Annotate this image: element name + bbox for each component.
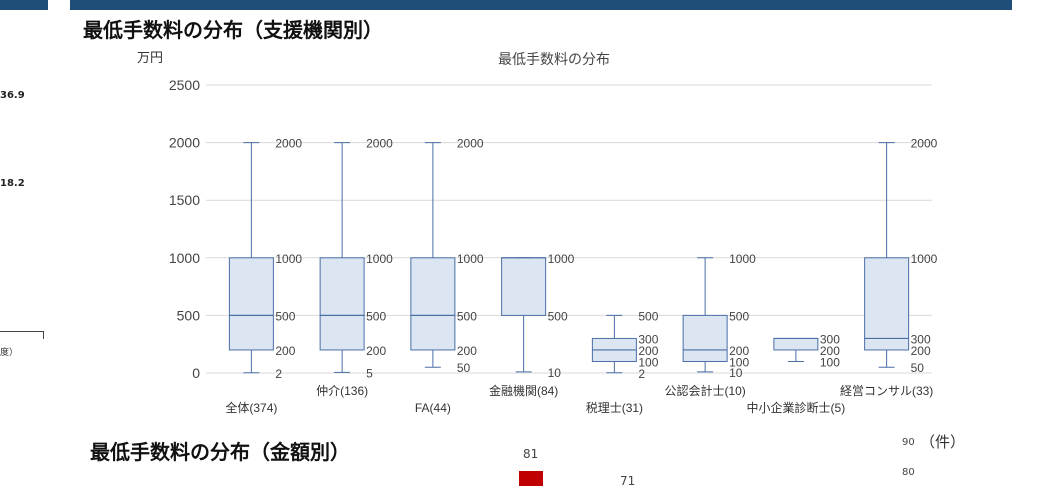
value-label-4-2: 200 [638,344,658,358]
value-label-7-0: 2000 [911,137,938,151]
value-label-1-4: 5 [366,366,373,380]
value-label-7-4: 50 [911,361,925,375]
value-label-6-1: 200 [820,344,840,358]
y-tick-label-2500: 2500 [169,77,200,93]
x-category-label-6: 中小企業診断士(5) [747,400,846,415]
value-label-4-3: 100 [638,355,658,369]
value-label-7-3: 200 [911,344,931,358]
value-label-2-4: 50 [457,361,471,375]
value-label-2-0: 2000 [457,137,484,151]
section-title-by-agency: 最低手数料の分布（支援機関別） [83,18,383,42]
value-label-1-0: 2000 [366,137,393,151]
value-label-3-1: 500 [548,309,568,323]
left-caption: 度） [0,348,19,358]
value-label-4-0: 500 [638,309,658,323]
bar-label-71: 71 [620,474,636,488]
y-axis-label: 万円 [137,50,163,65]
box-1 [319,257,365,351]
x-category-label-4: 税理士(31) [586,401,643,415]
y-tick-label-1000: 1000 [169,250,200,266]
value-label-6-0: 300 [820,332,840,346]
left-cropped-panel: 36.9 18.2 度） [0,0,60,486]
x-category-label-5: 公認会計士(10) [664,383,745,398]
value-label-5-0: 1000 [729,252,756,266]
value-label-5-1: 500 [729,309,749,323]
value-label-2-2: 500 [457,309,477,323]
section-title-by-amount: 最低手数料の分布（金額別） [90,440,350,464]
left-value-a: 36.9 [0,90,25,101]
box-7 [864,257,910,351]
left-axis-line [0,331,44,332]
header-bar [70,0,1012,10]
box-5 [682,314,728,362]
left-header-bar [0,0,48,10]
value-label-0-3: 200 [275,344,295,358]
x-category-label-2: FA(44) [415,401,451,415]
value-label-4-4: 2 [638,367,645,381]
value-label-7-2: 300 [911,332,931,346]
right-axis-tick-80: 80 [902,467,915,478]
value-label-1-2: 500 [366,309,386,323]
value-label-2-1: 1000 [457,252,484,266]
value-label-0-0: 2000 [275,137,302,151]
box-6 [773,337,819,351]
box-3 [501,257,547,316]
chart-title: 最低手数料の分布 [498,51,610,67]
value-label-3-2: 10 [548,366,562,380]
value-label-2-3: 200 [457,344,477,358]
y-tick-label-1500: 1500 [169,192,200,208]
x-category-label-0: 全体(374) [225,400,277,415]
red-bar [519,471,543,486]
value-label-1-1: 1000 [366,252,393,266]
value-label-7-1: 1000 [911,252,938,266]
value-label-1-3: 200 [366,344,386,358]
left-axis-tick [43,331,44,339]
y-tick-label-500: 500 [177,307,201,323]
right-axis-tick-90: 90 [902,437,915,448]
unit-label-ken: （件） [920,433,966,451]
y-tick-label-2000: 2000 [169,135,200,151]
value-label-5-3: 100 [729,355,749,369]
value-label-0-1: 1000 [275,252,302,266]
left-value-b: 18.2 [0,178,25,189]
box-0 [228,257,274,351]
box-2 [410,257,456,351]
x-category-label-1: 仲介(136) [316,384,368,398]
y-tick-label-0: 0 [192,365,200,381]
value-label-6-2: 100 [820,355,840,369]
x-category-label-7: 経営コンサル(33) [840,384,933,398]
value-label-5-4: 10 [729,366,743,380]
value-label-0-2: 500 [275,309,295,323]
value-label-4-1: 300 [638,332,658,346]
x-category-label-3: 金融機関(84) [489,383,558,398]
value-label-3-0: 1000 [548,252,575,266]
value-label-5-2: 200 [729,344,749,358]
bar-label-81: 81 [523,447,539,461]
value-label-0-4: 2 [275,367,282,381]
